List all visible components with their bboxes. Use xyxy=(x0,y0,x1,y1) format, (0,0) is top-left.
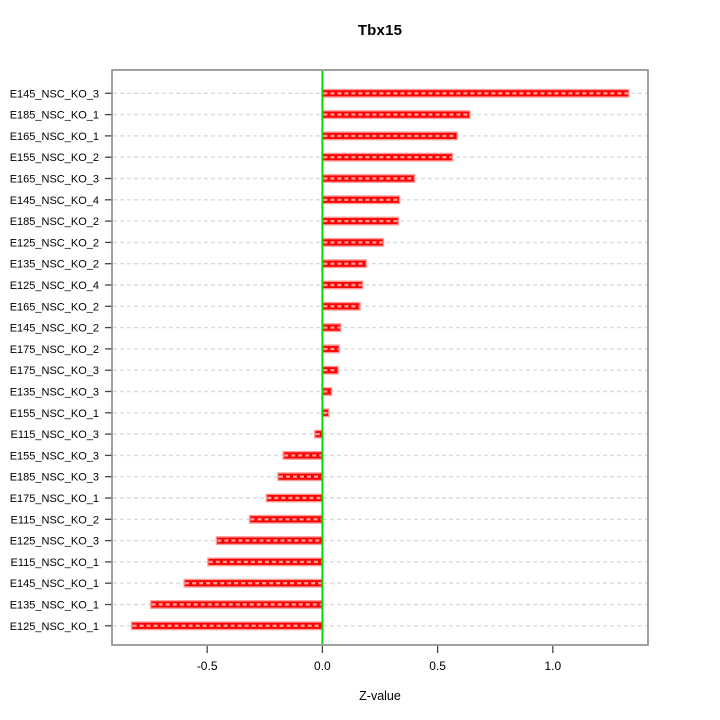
plot-box xyxy=(111,69,649,646)
y-axis-label: E155_NSC_KO_3 xyxy=(10,450,99,462)
y-axis-label: E185_NSC_KO_1 xyxy=(10,110,99,122)
y-axis-label: E115_NSC_KO_3 xyxy=(11,429,99,441)
y-axis-label: E145_NSC_KO_2 xyxy=(10,323,99,335)
y-axis-label: E135_NSC_KO_2 xyxy=(10,259,99,271)
x-tick-label: 0.5 xyxy=(429,659,446,673)
y-axis-label: E175_NSC_KO_1 xyxy=(10,493,99,505)
y-axis-label: E165_NSC_KO_2 xyxy=(10,301,99,313)
y-axis-label: E145_NSC_KO_4 xyxy=(10,195,99,207)
y-axis-label: E175_NSC_KO_2 xyxy=(10,344,99,356)
y-axis-label: E125_NSC_KO_2 xyxy=(10,237,99,249)
x-axis-title: Z-value xyxy=(359,689,401,703)
x-tick-label: 0.0 xyxy=(314,659,331,673)
x-tick-label: -0.5 xyxy=(197,659,218,673)
bar xyxy=(183,578,324,588)
y-axis-label: E135_NSC_KO_3 xyxy=(10,387,99,399)
y-axis-label: E125_NSC_KO_1 xyxy=(10,621,99,633)
y-axis-label: E135_NSC_KO_1 xyxy=(10,600,99,612)
y-axis-label: E145_NSC_KO_1 xyxy=(10,578,99,590)
y-axis-label: E145_NSC_KO_3 xyxy=(10,88,99,100)
y-axis-label: E185_NSC_KO_3 xyxy=(10,472,99,484)
y-axis-label: E115_NSC_KO_1 xyxy=(11,557,99,569)
chart-title: Tbx15 xyxy=(357,22,403,39)
y-axis-label: E125_NSC_KO_4 xyxy=(10,280,99,292)
y-axis-label: E155_NSC_KO_2 xyxy=(10,152,99,164)
y-axis-label: E165_NSC_KO_1 xyxy=(10,131,99,143)
y-axis-label: E125_NSC_KO_3 xyxy=(10,536,99,548)
y-axis-label: E155_NSC_KO_1 xyxy=(10,408,99,420)
y-axis-label: E115_NSC_KO_2 xyxy=(11,514,99,526)
y-axis-label: E165_NSC_KO_3 xyxy=(10,174,99,186)
y-axis-label: E175_NSC_KO_3 xyxy=(10,365,99,377)
bar xyxy=(282,450,324,460)
y-axis-label: E185_NSC_KO_2 xyxy=(10,216,99,228)
bar xyxy=(321,280,364,290)
x-tick-label: 1.0 xyxy=(544,659,561,673)
